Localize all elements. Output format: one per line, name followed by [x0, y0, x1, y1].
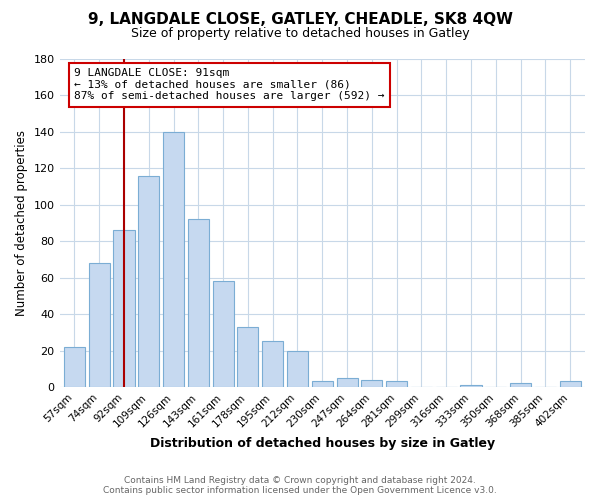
Bar: [460, 385, 482, 387]
Bar: [238, 327, 259, 387]
Bar: [89, 263, 110, 387]
Bar: [212, 282, 233, 387]
Bar: [262, 342, 283, 387]
Bar: [188, 220, 209, 387]
Bar: [361, 380, 382, 387]
Text: Contains HM Land Registry data © Crown copyright and database right 2024.
Contai: Contains HM Land Registry data © Crown c…: [103, 476, 497, 495]
Bar: [64, 347, 85, 387]
Text: 9 LANGDALE CLOSE: 91sqm
← 13% of detached houses are smaller (86)
87% of semi-de: 9 LANGDALE CLOSE: 91sqm ← 13% of detache…: [74, 68, 385, 102]
Bar: [386, 382, 407, 387]
Bar: [560, 382, 581, 387]
Y-axis label: Number of detached properties: Number of detached properties: [15, 130, 28, 316]
Bar: [287, 350, 308, 387]
Bar: [163, 132, 184, 387]
Bar: [337, 378, 358, 387]
Text: 9, LANGDALE CLOSE, GATLEY, CHEADLE, SK8 4QW: 9, LANGDALE CLOSE, GATLEY, CHEADLE, SK8 …: [88, 12, 512, 28]
Bar: [510, 384, 531, 387]
Bar: [113, 230, 134, 387]
Text: Size of property relative to detached houses in Gatley: Size of property relative to detached ho…: [131, 28, 469, 40]
Bar: [138, 176, 160, 387]
X-axis label: Distribution of detached houses by size in Gatley: Distribution of detached houses by size …: [150, 437, 495, 450]
Bar: [312, 382, 333, 387]
